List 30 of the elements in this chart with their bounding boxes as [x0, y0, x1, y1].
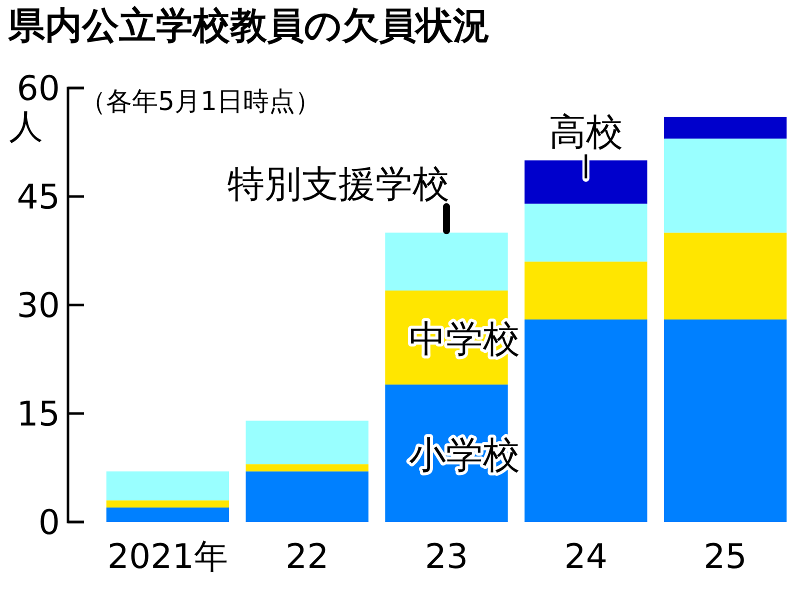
y-axis-title: 人 [9, 107, 43, 147]
bar [106, 471, 230, 500]
chart-title: 県内公立学校教員の欠員状況 [7, 4, 490, 47]
bar [524, 262, 648, 320]
chart-subtitle: （各年5月1日時点） [80, 87, 322, 117]
bar [664, 319, 787, 522]
series-label: 高校 [548, 110, 623, 154]
bar [106, 500, 230, 508]
bar [524, 160, 648, 204]
bar [246, 420, 368, 464]
bar [246, 464, 368, 472]
bar [106, 508, 230, 522]
y-tick-label: 30 [16, 286, 60, 326]
x-tick-label: 2021年 [107, 537, 228, 577]
bar [664, 138, 787, 233]
bar [246, 471, 368, 522]
x-tick-label: 23 [424, 537, 468, 577]
y-tick-label: 45 [16, 178, 60, 218]
x-tick-label: 24 [564, 537, 608, 577]
bar [524, 204, 648, 262]
bar [664, 232, 787, 320]
x-tick-label: 22 [285, 537, 329, 577]
bar [524, 319, 648, 522]
y-tick-label: 15 [16, 394, 60, 434]
bar [385, 232, 508, 291]
series-label: 特別支援学校 [228, 162, 450, 206]
bar [664, 116, 787, 139]
x-tick-label: 25 [704, 537, 747, 577]
y-tick-label: 0 [38, 503, 60, 543]
y-tick-label: 60 [16, 69, 60, 109]
